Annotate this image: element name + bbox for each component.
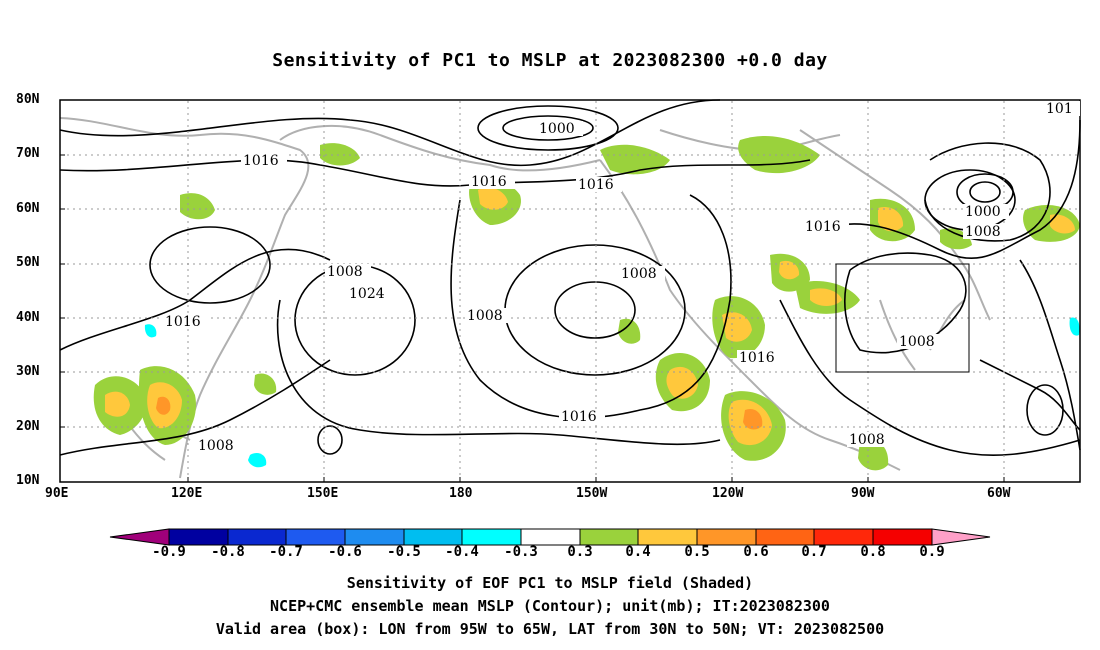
contour-label: 1016 bbox=[243, 153, 279, 169]
colorbar-tick: 0.7 bbox=[801, 544, 827, 560]
colorbar-cell bbox=[285, 528, 346, 546]
contour-label: 1000 bbox=[539, 121, 575, 137]
lon-label: 150E bbox=[307, 486, 339, 501]
colorbar-tick: -0.7 bbox=[269, 544, 303, 560]
contour-label: 101 bbox=[1046, 101, 1073, 117]
contour-label: 1008 bbox=[899, 334, 935, 350]
lat-label: 20N bbox=[16, 419, 40, 434]
colorbar-tick: -0.8 bbox=[211, 544, 245, 560]
caption-line-3: Valid area (box): LON from 95W to 65W, L… bbox=[215, 620, 885, 638]
lat-label: 70N bbox=[16, 146, 40, 161]
lat-label: 50N bbox=[16, 255, 40, 270]
colorbar-cell bbox=[579, 528, 639, 546]
caption-line-2: NCEP+CMC ensemble mean MSLP (Contour); u… bbox=[270, 597, 830, 615]
lon-label: 90W bbox=[851, 486, 875, 501]
contour-label: 1016 bbox=[739, 350, 775, 366]
contour-label: 1000 bbox=[965, 204, 1001, 220]
contour-label: 1008 bbox=[849, 432, 885, 448]
lat-label: 40N bbox=[16, 310, 40, 325]
lat-lon-grid bbox=[61, 101, 1079, 481]
colorbar-tick: -0.9 bbox=[152, 544, 186, 560]
mslp-contours bbox=[59, 99, 1081, 456]
valid-area-box bbox=[835, 263, 970, 373]
colorbar-cell bbox=[168, 528, 229, 546]
contour-label: 1016 bbox=[578, 177, 614, 193]
colorbar-tick: 0.8 bbox=[860, 544, 886, 560]
contour-label: 1016 bbox=[805, 219, 841, 235]
lon-label: 180 bbox=[449, 486, 473, 501]
contour-label: 1024 bbox=[349, 286, 385, 302]
lon-label: 150W bbox=[576, 486, 608, 501]
lon-label: 90E bbox=[45, 486, 69, 501]
contour-label: 1008 bbox=[327, 264, 363, 280]
contour-label: 1016 bbox=[471, 174, 507, 190]
lat-label: 10N bbox=[16, 473, 40, 488]
colorbar-tick: 0.9 bbox=[919, 544, 945, 560]
lon-label: 120E bbox=[171, 486, 203, 501]
colorbar-cell bbox=[696, 528, 757, 546]
map-title: Sensitivity of PC1 to MSLP at 2023082300… bbox=[272, 50, 828, 71]
lat-label: 80N bbox=[16, 92, 40, 107]
colorbar-tick: -0.6 bbox=[328, 544, 362, 560]
colorbar-cell bbox=[520, 528, 581, 546]
colorbar-cell bbox=[637, 528, 698, 546]
colorbar-cell bbox=[755, 528, 815, 546]
colorbar-cell bbox=[403, 528, 463, 546]
lat-label: 30N bbox=[16, 364, 40, 379]
contour-label: 1016 bbox=[561, 409, 597, 425]
map-frame bbox=[59, 99, 1081, 483]
colorbar-tick: -0.5 bbox=[387, 544, 421, 560]
colorbar-tick: 0.5 bbox=[684, 544, 710, 560]
colorbar-tick: -0.3 bbox=[504, 544, 538, 560]
contour-label: 1008 bbox=[621, 266, 657, 282]
contour-label: 1016 bbox=[165, 314, 201, 330]
colorbar-cell bbox=[872, 528, 933, 546]
axis-ticks bbox=[60, 99, 1005, 483]
colorbar bbox=[109, 528, 991, 546]
colorbar-cell bbox=[461, 528, 522, 546]
colorbar-cell bbox=[931, 528, 991, 546]
colorbar-cell bbox=[813, 528, 874, 546]
colorbar-tick: 0.4 bbox=[625, 544, 651, 560]
colorbar-cell bbox=[344, 528, 405, 546]
contour-label: 1008 bbox=[467, 308, 503, 324]
caption-line-1: Sensitivity of EOF PC1 to MSLP field (Sh… bbox=[346, 574, 754, 592]
colorbar-cell bbox=[227, 528, 287, 546]
sensitivity-shading bbox=[93, 135, 1080, 471]
colorbar-tick: 0.3 bbox=[567, 544, 593, 560]
lon-label: 120W bbox=[712, 486, 744, 501]
colorbar-tick: -0.4 bbox=[445, 544, 479, 560]
lon-label: 60W bbox=[987, 486, 1011, 501]
colorbar-cell bbox=[109, 528, 170, 546]
contour-label: 1008 bbox=[198, 438, 234, 454]
contour-label: 1008 bbox=[965, 224, 1001, 240]
colorbar-tick: 0.6 bbox=[743, 544, 769, 560]
lat-label: 60N bbox=[16, 201, 40, 216]
coastlines bbox=[59, 117, 991, 479]
